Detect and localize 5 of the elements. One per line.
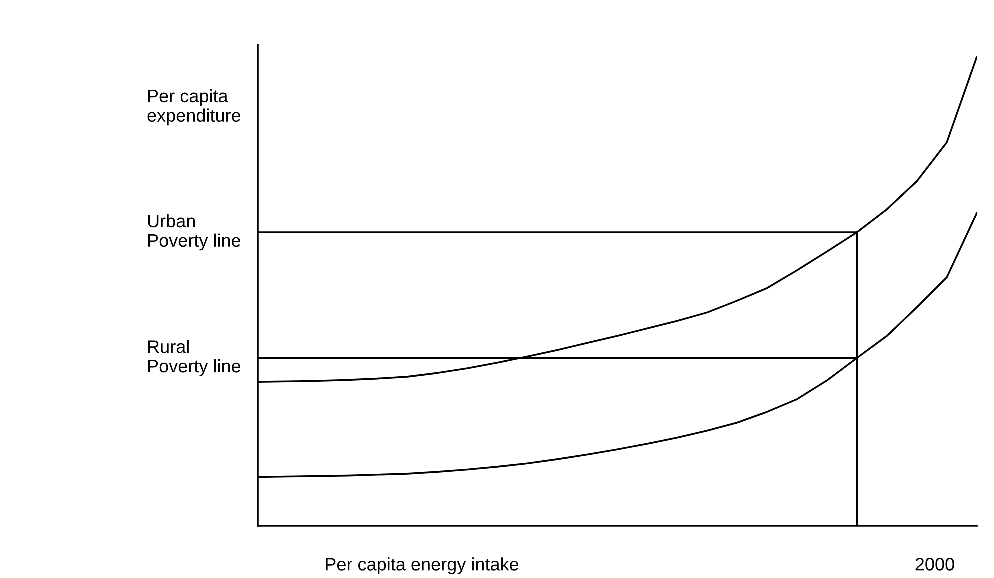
y-axis-title: Per capita expenditure xyxy=(148,89,241,126)
text: 2000 xyxy=(916,558,954,571)
x-axis-title: Per capita energy intake xyxy=(326,558,519,574)
ref-line-label: Urban Poverty line xyxy=(148,214,241,251)
ref-line-label: Rural Poverty line xyxy=(148,340,241,376)
